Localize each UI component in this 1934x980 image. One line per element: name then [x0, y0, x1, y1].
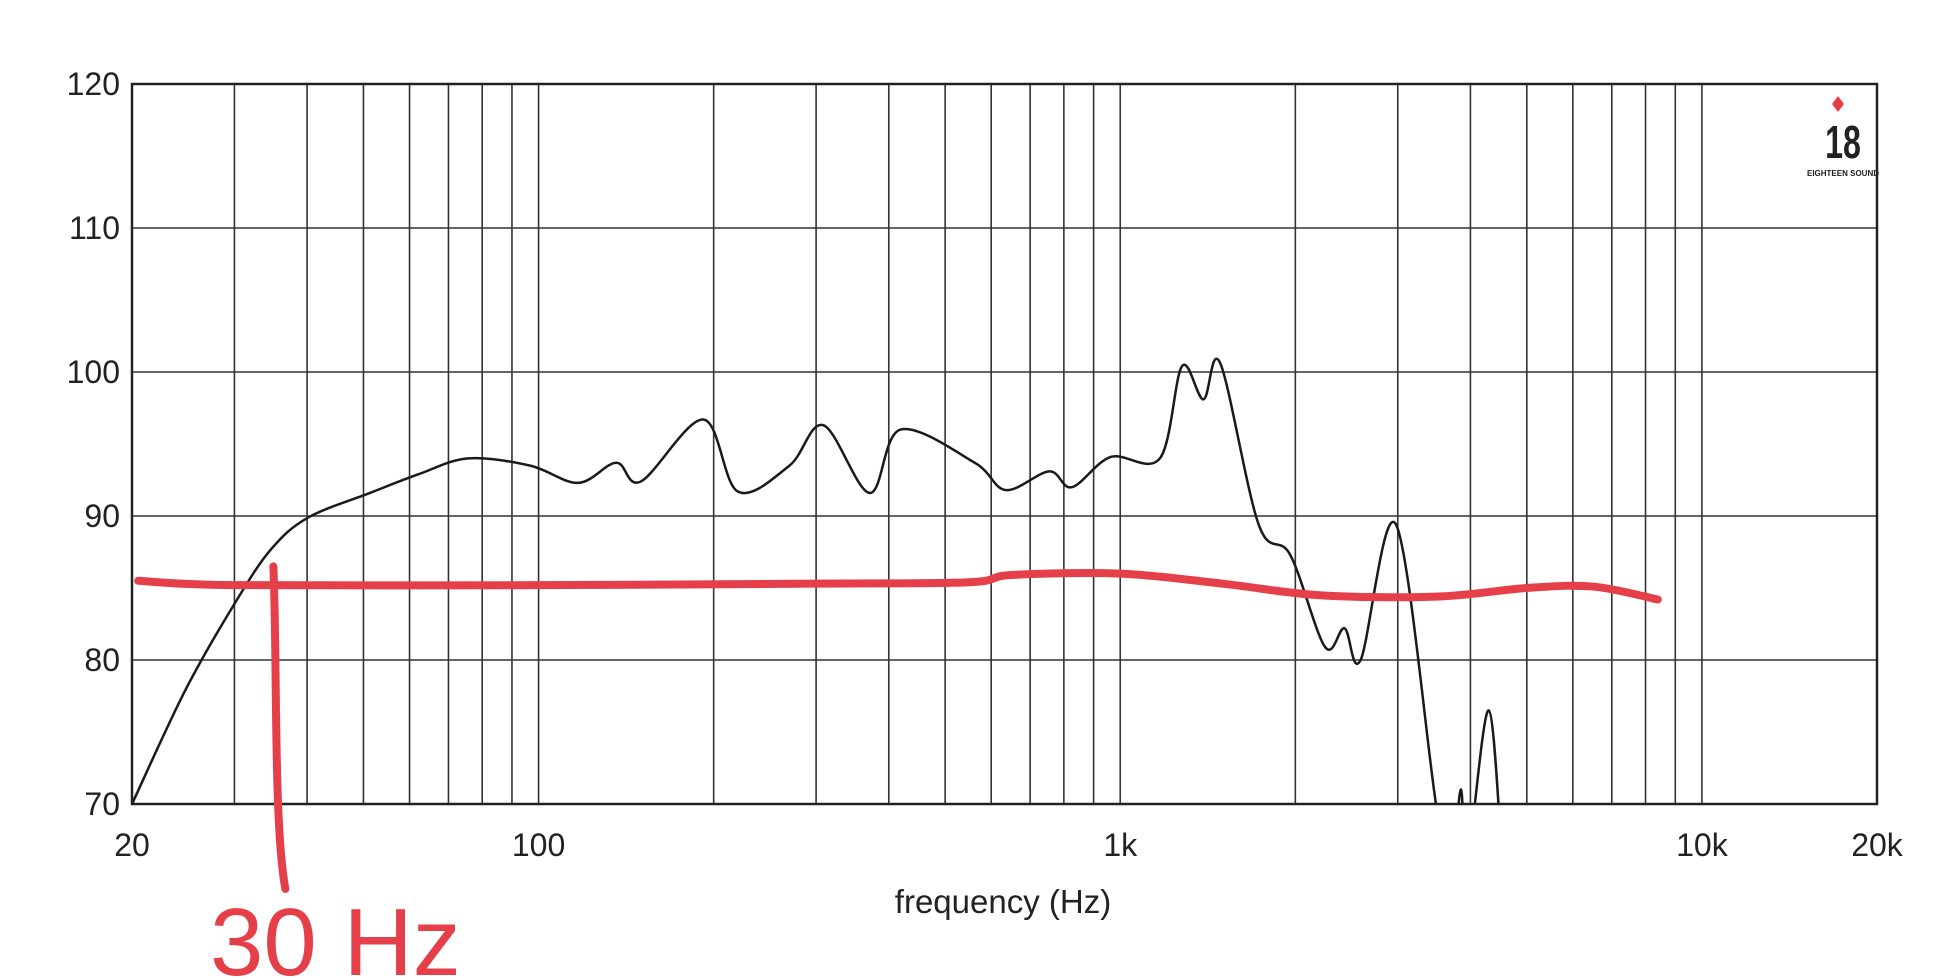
x-tick-label: 1k	[1103, 827, 1138, 863]
curves	[132, 357, 1500, 804]
y-tick-label: 90	[84, 498, 120, 534]
y-tick-label: 110	[69, 210, 120, 246]
y-tick-label: 70	[84, 786, 120, 822]
plot-area	[132, 84, 1877, 804]
x-axis-label: frequency (Hz)	[895, 883, 1111, 920]
logo: 18 EIGHTEEN SOUND	[1807, 96, 1879, 178]
labels: 70 80 90 100 110 120 20 100 1k 10k 20k	[67, 66, 1904, 863]
logo-brand: EIGHTEEN SOUND	[1807, 169, 1879, 178]
y-tick-label: 120	[67, 66, 120, 102]
x-tick-label: 20k	[1851, 827, 1904, 863]
y-tick-label: 80	[84, 642, 120, 678]
annotation-text: 30 Hz	[210, 889, 461, 980]
x-tick-label: 20	[114, 827, 150, 863]
response-curve	[132, 357, 1500, 804]
annotation-line	[134, 569, 1662, 604]
logo-star	[1832, 96, 1844, 112]
plot-frame	[130, 82, 1879, 806]
y-tick-label: 100	[67, 354, 120, 390]
annotation: 30 Hz	[134, 562, 1662, 980]
logo-number: 18	[1825, 117, 1861, 168]
x-tick-label: 10k	[1676, 827, 1729, 863]
annotation-marker	[269, 562, 290, 893]
x-tick-label: 100	[512, 827, 565, 863]
